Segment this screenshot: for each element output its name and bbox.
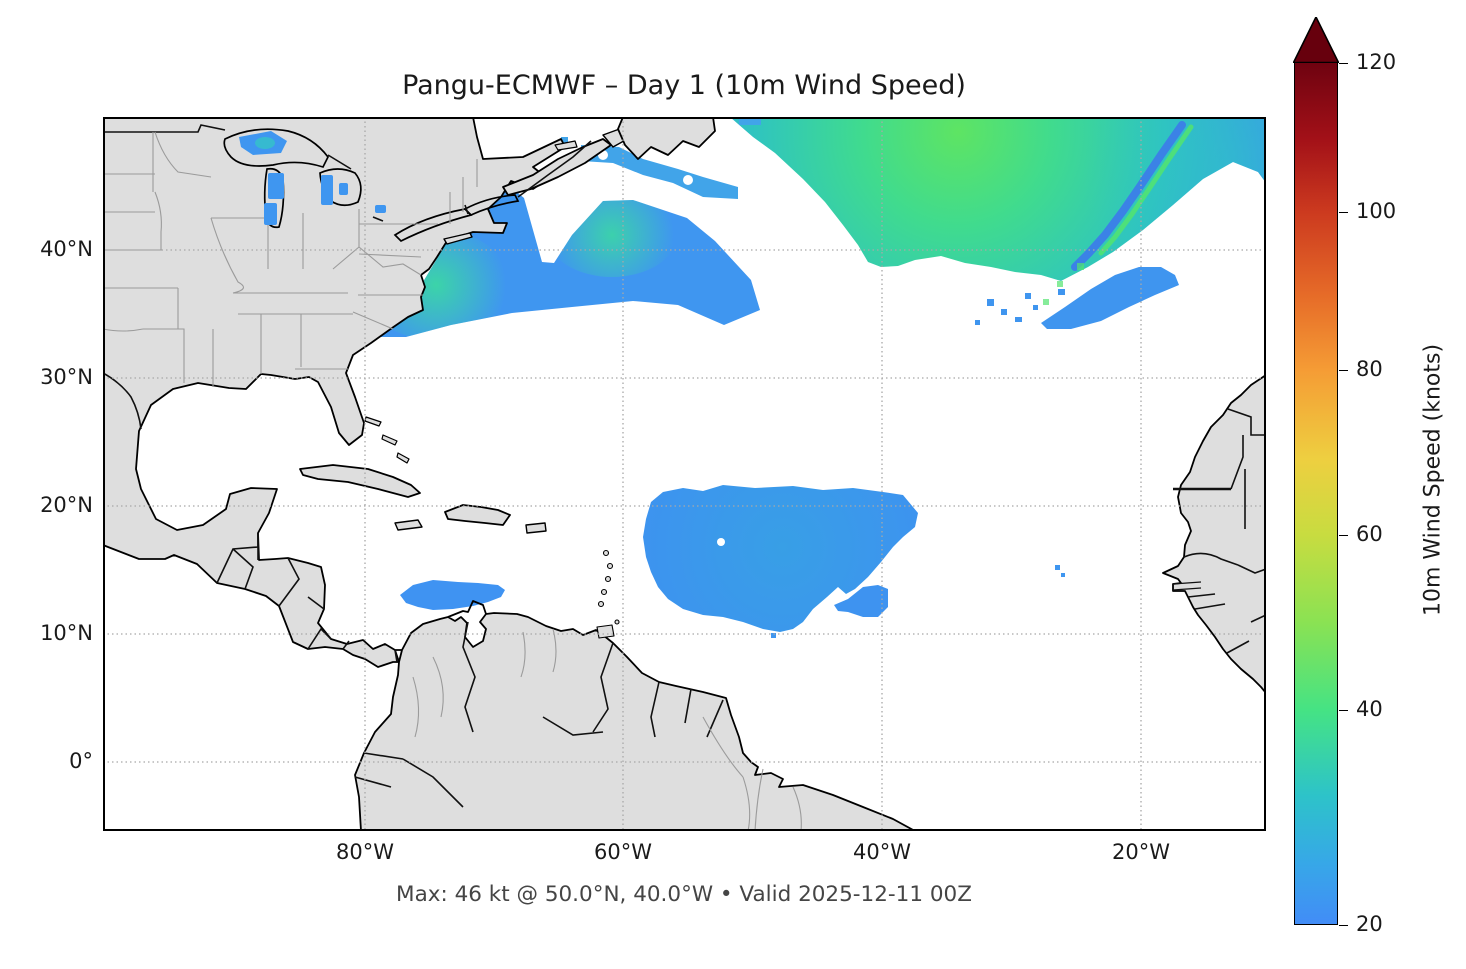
frontal-band-channel bbox=[1071, 121, 1186, 271]
gridlines bbox=[103, 117, 1266, 831]
frontal-band-green-streak bbox=[1098, 124, 1194, 256]
page-title: Pangu-ECMWF – Day 1 (10m Wind Speed) bbox=[402, 70, 966, 101]
colorbar-tick-mark bbox=[1339, 710, 1348, 712]
coastline-africa bbox=[1162, 374, 1267, 694]
colorbar-tick-label: 80 bbox=[1356, 357, 1383, 382]
x-tick-40w: 40°W bbox=[853, 840, 911, 864]
lake-superior bbox=[223, 128, 329, 169]
coastline-puerto-rico bbox=[525, 522, 547, 534]
colorbar-gradient bbox=[1294, 62, 1338, 925]
landmass-group bbox=[102, 116, 1267, 832]
caption: Max: 46 kt @ 50.0°N, 40.0°W • Valid 2025… bbox=[396, 882, 972, 907]
y-tick-20n: 20°N bbox=[40, 493, 93, 517]
colorbar-outline bbox=[1294, 62, 1338, 925]
coastline-cuba bbox=[299, 464, 421, 498]
colorbar-axis-label: 10m Wind Speed (knots) bbox=[1420, 343, 1446, 617]
frontal-band-tail bbox=[1041, 267, 1179, 329]
coastline-jamaica bbox=[394, 519, 423, 531]
colorbar-tick-mark bbox=[1339, 370, 1348, 372]
map-plot-area bbox=[102, 116, 1267, 832]
green-streak-fragments bbox=[1043, 263, 1084, 305]
coastline-bahamas bbox=[364, 416, 410, 464]
colorbar-tick-mark bbox=[1339, 925, 1348, 926]
y-tick-10n: 10°N bbox=[40, 621, 93, 645]
colorbar-tick-label: 40 bbox=[1356, 697, 1383, 722]
colorbar-over-arrow bbox=[1293, 17, 1339, 63]
country-borders bbox=[102, 124, 1267, 808]
coastline-americas bbox=[102, 116, 916, 832]
y-tick-40n: 40°N bbox=[40, 237, 93, 261]
colorbar-arrow-outline bbox=[1293, 17, 1339, 63]
x-tick-60w: 60°W bbox=[594, 840, 652, 864]
colorbar-tick-mark bbox=[1339, 212, 1348, 214]
coastline-pei bbox=[554, 140, 578, 151]
colorbar-tick-label: 120 bbox=[1356, 49, 1397, 74]
tropical-blob-appendage bbox=[834, 585, 888, 617]
y-tick-30n: 30°N bbox=[40, 365, 93, 389]
colorbar-tick-label: 60 bbox=[1356, 521, 1383, 546]
colorbar-tick-mark bbox=[1339, 534, 1348, 536]
colorbar-tick-label: 20 bbox=[1356, 912, 1383, 936]
wind-region-tropical-atlantic bbox=[643, 485, 1065, 638]
coastline-long-island bbox=[443, 232, 473, 245]
lake-ontario bbox=[463, 194, 520, 217]
map-canvas bbox=[102, 116, 1267, 832]
scattered-wind-pixels bbox=[975, 289, 1065, 325]
x-tick-20w: 20°W bbox=[1112, 840, 1170, 864]
plot-frame bbox=[103, 117, 1266, 831]
colorbar-tick-label: 100 bbox=[1356, 199, 1397, 224]
x-tick-80w: 80°W bbox=[336, 840, 394, 864]
colorbar-tick-mark bbox=[1339, 62, 1348, 64]
state-borders bbox=[102, 131, 802, 832]
y-tick-0: 0° bbox=[69, 749, 93, 773]
wind-region-great-lakes bbox=[239, 131, 386, 225]
